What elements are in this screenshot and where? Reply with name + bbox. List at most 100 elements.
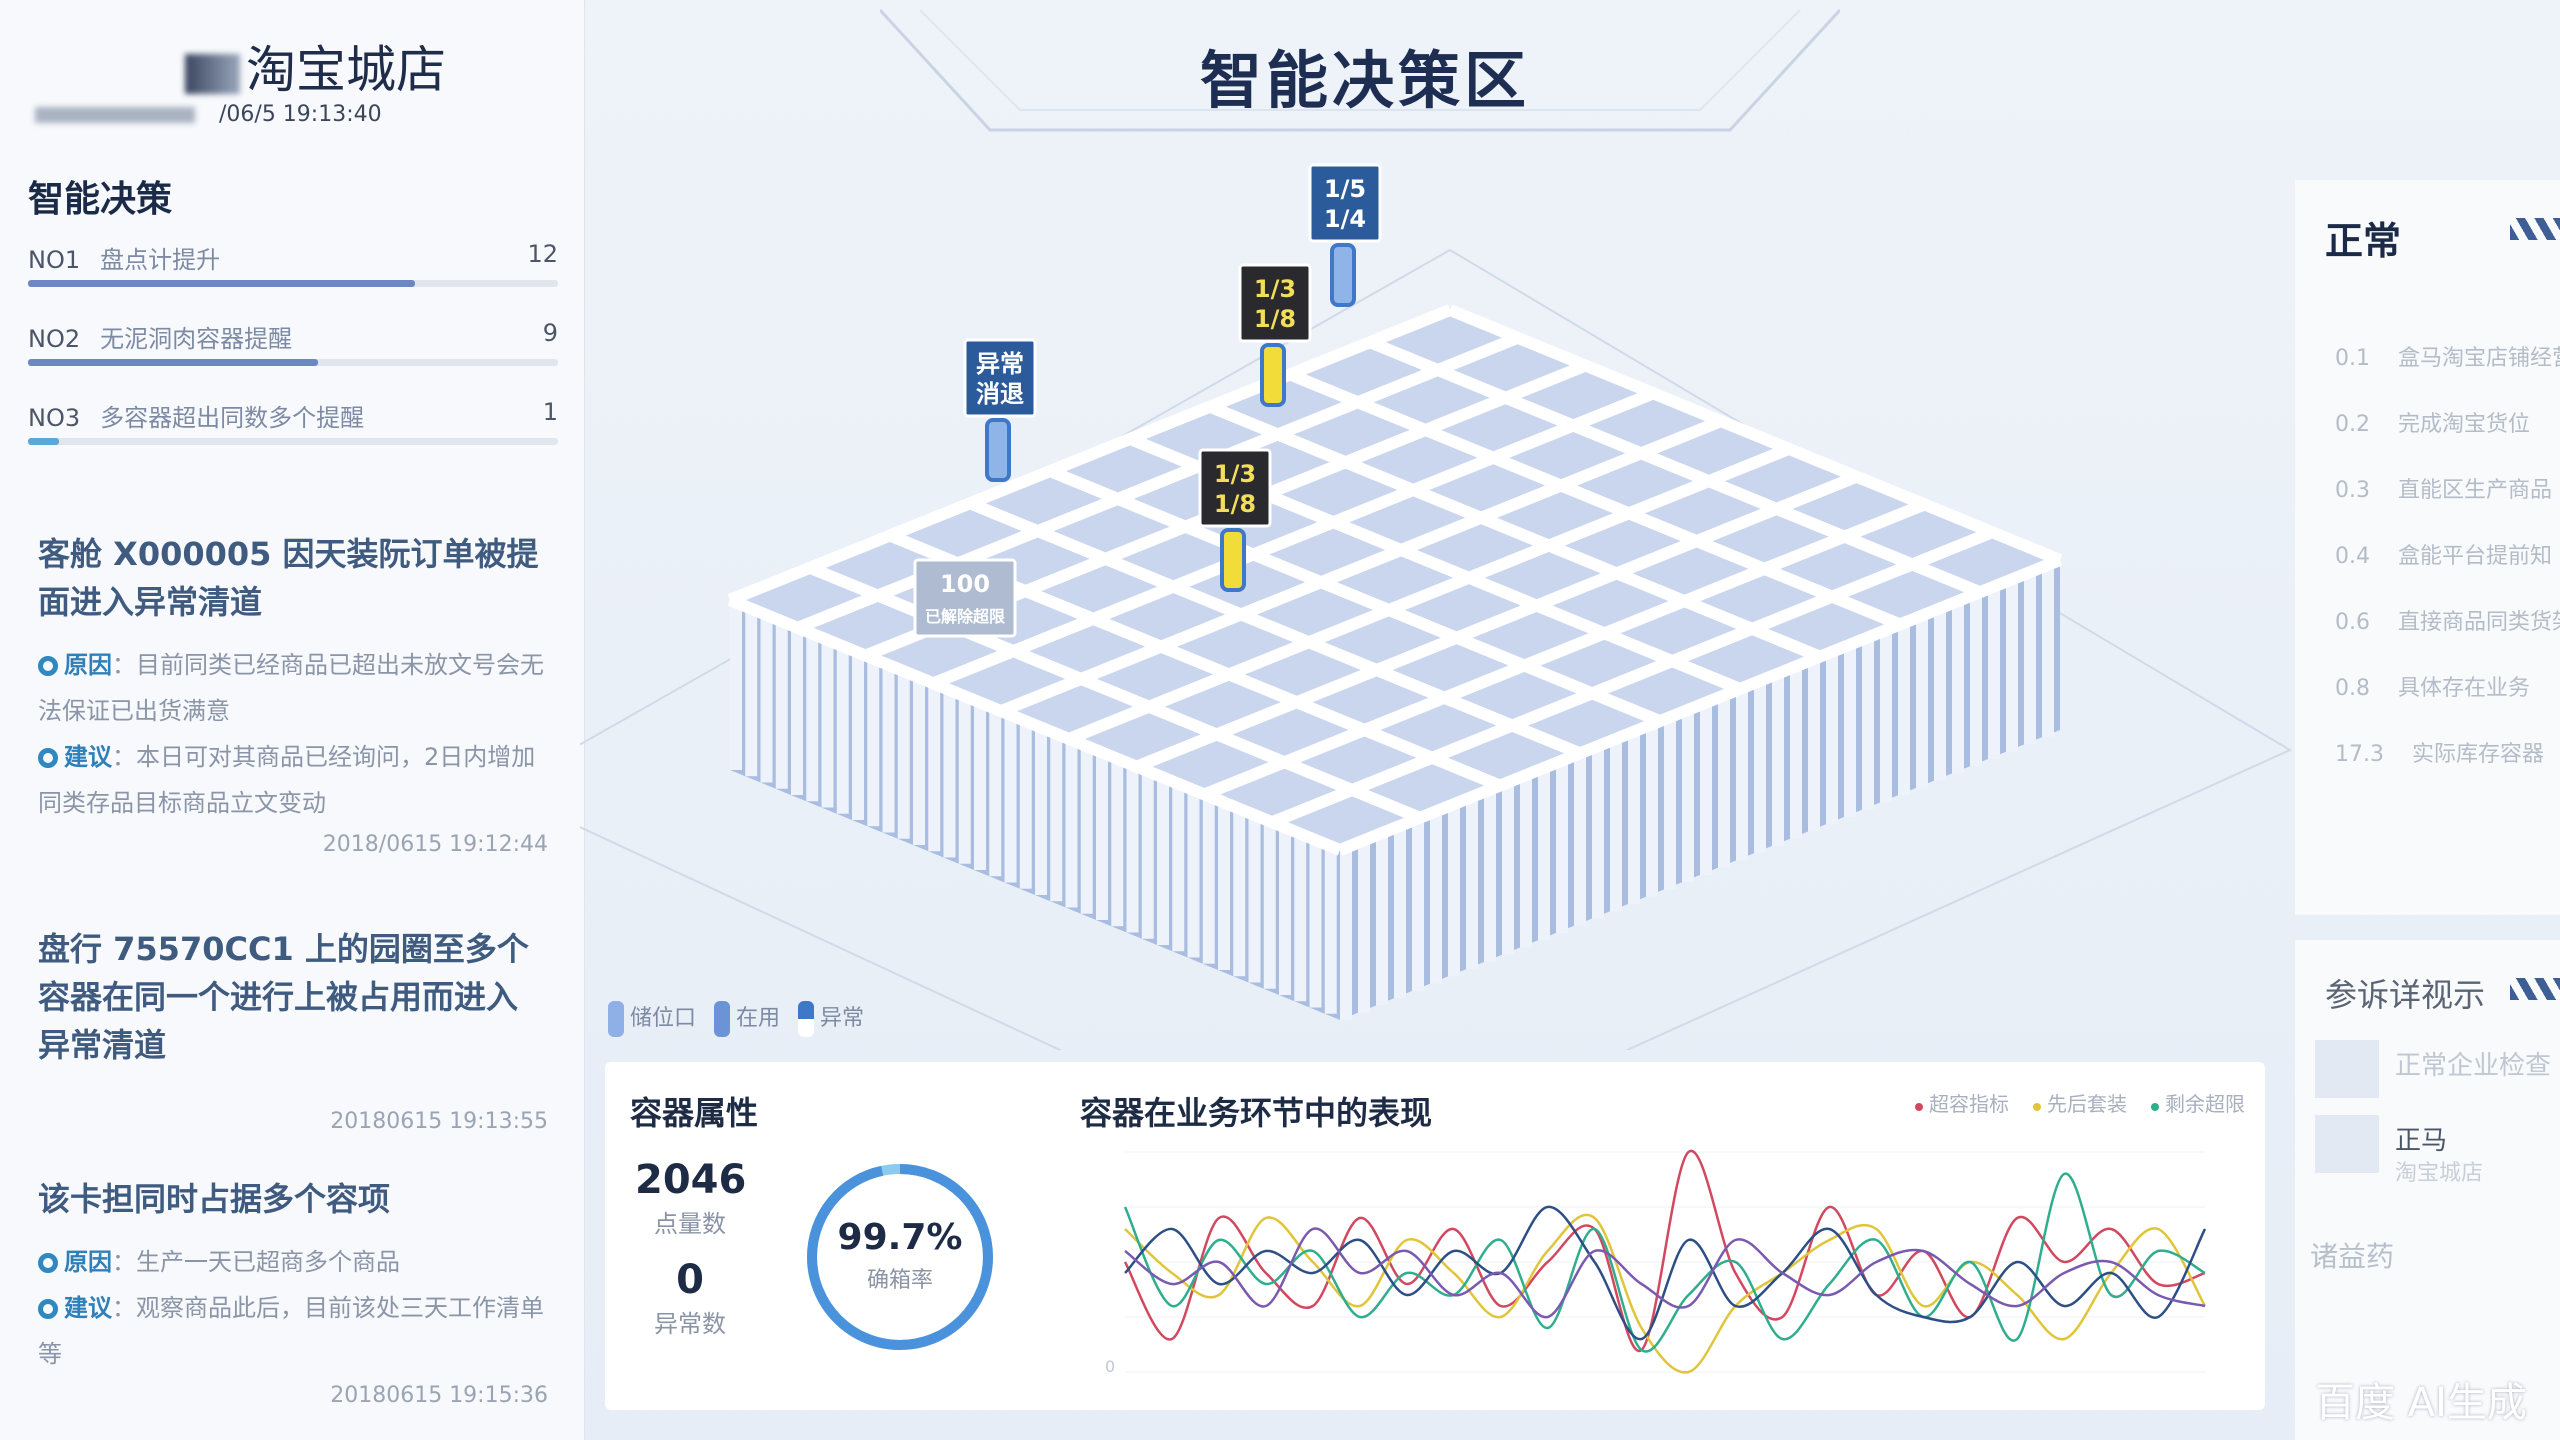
location-marker[interactable]: 100 已解除超限 <box>913 558 1017 638</box>
shelf-slat <box>1187 787 1200 958</box>
shelf-slat <box>1970 596 1982 767</box>
series-line <box>1123 1149 2206 1352</box>
status-item[interactable]: 0.3 直能区生产商品 <box>2335 478 2553 503</box>
rank-no: NO2 <box>28 325 81 353</box>
alert-item[interactable]: 客舱 X000005 因天装阮订单被提面进入异常清道 原因：目前同类已经商品已超出… <box>38 530 548 857</box>
container-title: 容器属性 <box>630 1094 759 1132</box>
shelf-slat <box>821 637 834 808</box>
shelf-slat <box>1279 825 1291 995</box>
svg-text:1/3: 1/3 <box>1214 460 1256 488</box>
alert-item[interactable]: 盘行 75570CC1 上的园圈至多个容器在同一个进行上被占用而进入异常清道 20… <box>38 925 548 1134</box>
decision-item[interactable]: NO1 盘点计提升 12 <box>28 240 558 287</box>
shelf-slat <box>1826 654 1838 825</box>
grid-line <box>1337 554 2063 856</box>
shelf-slat <box>1934 610 1946 781</box>
detail-footer: 诸益药 <box>2310 1240 2395 1273</box>
grid-line <box>1367 336 1983 598</box>
grid-top <box>730 310 2060 850</box>
alert-title: 客舱 X000005 因天装阮订单被提面进入异常清道 <box>38 535 539 621</box>
shelf-slat <box>1520 777 1532 948</box>
grid-line <box>1066 443 1792 745</box>
svg-text:1/8: 1/8 <box>1214 490 1256 518</box>
bottom-panel: 容器属性 2046 点量数 0 异常数 99.7% 确箱率 容器在业务环节中的表… <box>605 1062 2265 1410</box>
grid-line <box>931 387 1656 689</box>
store-logo <box>185 53 240 94</box>
decision-count: 9 <box>542 319 558 347</box>
shelf-slat <box>1988 589 2000 759</box>
right-wall <box>1340 560 2060 1020</box>
shelf-slat <box>1019 718 1032 889</box>
alert-title: 盘行 75570CC1 上的园圈至多个容器在同一个进行上被占用而进入异常清道 <box>38 930 529 1064</box>
detail-item-title[interactable]: 正马 <box>2395 1126 2448 1156</box>
decisions-title: 智能决策 <box>28 179 173 220</box>
shelf-slat <box>1898 625 1910 796</box>
shelf-slat <box>1718 697 1730 868</box>
detail-card-title: 参诉详视示 <box>2325 976 2486 1014</box>
shelf-slat <box>1556 763 1568 933</box>
shelf-slat <box>1233 806 1246 977</box>
decision-count: 1 <box>542 398 558 426</box>
shelf-slat <box>1772 676 1784 846</box>
folder-icon[interactable] <box>2315 1115 2379 1173</box>
location-marker[interactable]: 1/31/8 <box>1238 263 1312 407</box>
status-item[interactable]: 0.6 直接商品同类货架 <box>2335 610 2560 635</box>
shelf-slat <box>1610 741 1622 912</box>
shelf-slat <box>2042 567 2054 738</box>
decision-label: 盘点计提升 <box>100 246 221 274</box>
shelf-slat <box>1502 784 1514 955</box>
status-item[interactable]: 0.8 具体存在业务 <box>2335 676 2531 701</box>
chart-title: 容器在业务环节中的表现 <box>1080 1094 1433 1132</box>
status-item[interactable]: 0.2 完成淘宝货位 <box>2335 412 2531 437</box>
series-line <box>1123 1172 2206 1353</box>
abnormal-label: 异常数 <box>654 1310 726 1338</box>
shelf-slat <box>1141 768 1154 939</box>
grid-line <box>1269 526 1995 828</box>
alert-line: 建议：本日可对其商品已经询问，2日内增加同类存品目标商品立文变动 <box>38 743 536 817</box>
shelf-slat <box>1065 737 1078 908</box>
shelf-slat <box>1050 731 1063 902</box>
left-wall <box>730 600 1340 1020</box>
grid-line <box>1202 498 1927 801</box>
shelf-slat <box>1754 683 1766 854</box>
shelf-slat <box>1096 750 1108 920</box>
shelf-slat <box>2024 574 2036 745</box>
location-marker[interactable]: 1/51/4 <box>1308 163 1382 307</box>
decision-item[interactable]: NO2 无泥洞肉容器提醒 9 <box>28 319 558 366</box>
shelf-slat <box>958 693 971 864</box>
shelf-slat <box>1466 799 1478 970</box>
grid-line <box>727 594 1343 856</box>
floor-outline <box>580 248 2293 1050</box>
shelf-slat <box>1324 843 1337 1014</box>
status-item[interactable]: 17.3 实际库存容器 <box>2335 742 2544 767</box>
datetime: /06/5 19:13:40 <box>35 102 382 127</box>
stripes-decoration <box>2510 218 2560 240</box>
shelf-slat <box>928 681 941 852</box>
shelf-slat <box>836 643 849 814</box>
detail-item-title[interactable]: 正常企业检查 <box>2395 1051 2552 1081</box>
alert-time: 20180615 19:13:55 <box>330 1109 548 1134</box>
decision-item[interactable]: NO3 多容器超出同数多个提醒 1 <box>28 398 558 445</box>
status-item[interactable]: 0.1 盒马淘宝店铺经营 <box>2335 346 2560 371</box>
alert-line: 原因：生产一天已超商多个商品 <box>38 1239 548 1285</box>
location-marker[interactable]: 1/31/8 <box>1198 448 1272 592</box>
svg-text:1/8: 1/8 <box>1254 305 1296 333</box>
status-item[interactable]: 0.4 盒能平台提前知 <box>2335 544 2553 569</box>
shelf-slat <box>806 631 819 802</box>
rank-no: NO1 <box>28 246 81 274</box>
shelf-slat <box>867 656 880 827</box>
shelf-slat <box>1700 705 1712 875</box>
bullet-icon <box>38 1299 58 1319</box>
shelf-slat <box>745 606 758 777</box>
alert-item[interactable]: 该卡担同时占据多个容项 原因：生产一天已超商多个商品 建议：观察商品此后，目前该处三… <box>38 1175 548 1408</box>
home-icon[interactable] <box>2315 1040 2379 1098</box>
svg-text:1/5: 1/5 <box>1324 175 1366 203</box>
grid-line <box>967 497 1583 759</box>
rate-label: 确箱率 <box>866 1268 933 1293</box>
shelf-slat <box>913 675 925 845</box>
shelf-slat <box>1358 842 1370 1013</box>
shelf-slat <box>1880 632 1892 803</box>
shelf-slat <box>1664 719 1676 890</box>
shelf-slat <box>1294 831 1307 1002</box>
